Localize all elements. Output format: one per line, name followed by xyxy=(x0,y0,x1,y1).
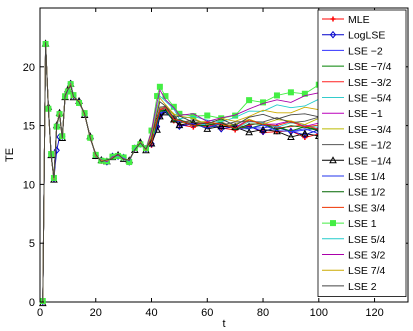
legend-entry: LSE −1 xyxy=(322,108,383,120)
legend-entry: LSE −5/4 xyxy=(322,93,392,105)
legend-label: LSE 2 xyxy=(348,281,377,293)
legend-entry: LogLSE xyxy=(322,30,385,42)
legend-label: LogLSE xyxy=(348,30,385,42)
legend-entry: LSE 5/4 xyxy=(322,234,386,246)
legend-label: LSE −5/4 xyxy=(348,93,392,105)
point-marker xyxy=(175,121,184,129)
x-tick-label: 40 xyxy=(145,307,157,319)
y-tick-label: 5 xyxy=(29,238,35,250)
legend-label: MLE xyxy=(348,14,370,26)
x-tick-label: 80 xyxy=(257,307,269,319)
y-axis-label: TE xyxy=(4,148,16,162)
point-marker xyxy=(301,129,309,137)
legend-entry: LSE 1/4 xyxy=(322,171,386,183)
point-marker xyxy=(301,90,308,97)
legend-entry: LSE −3/2 xyxy=(322,77,392,89)
legend: MLE LogLSE LSE −2 LSE −7/4 LSE −3/2 LSE −5/4 L… xyxy=(317,9,407,298)
x-tick-label: 100 xyxy=(310,307,328,319)
x-tick-label: 60 xyxy=(201,307,213,319)
legend-entry: LSE −3/4 xyxy=(322,124,392,136)
legend-label: LSE −3/2 xyxy=(348,77,392,89)
point-marker xyxy=(330,16,336,22)
legend-label: LSE 3/4 xyxy=(348,202,386,214)
x-tick-label: 120 xyxy=(365,307,383,319)
point-marker xyxy=(218,125,225,133)
legend-entry: LSE 3/2 xyxy=(322,250,386,262)
legend-label: LSE 5/4 xyxy=(348,234,386,246)
legend-box xyxy=(317,9,407,298)
x-tick-label: 20 xyxy=(90,307,102,319)
point-marker xyxy=(287,89,294,96)
legend-entry: MLE xyxy=(322,14,370,26)
x-axis-label: t xyxy=(222,318,225,330)
legend-entry: LSE 2 xyxy=(322,281,377,293)
legend-label: LSE −1/4 xyxy=(348,155,392,167)
point-marker xyxy=(245,128,253,136)
tick-layer: 0 20 40 60 80 100 120 0 5 10 15 20 xyxy=(23,8,408,319)
y-tick-label: 10 xyxy=(23,179,35,191)
point-marker xyxy=(204,112,211,119)
point-marker xyxy=(246,97,253,104)
legend-label: LSE −7/4 xyxy=(348,61,392,73)
y-tick-label: 0 xyxy=(29,297,35,309)
legend-entry: LSE 7/4 xyxy=(322,265,386,277)
legend-label: LSE 3/2 xyxy=(348,250,386,262)
point-marker xyxy=(329,30,337,39)
point-marker xyxy=(259,125,267,133)
point-marker xyxy=(330,220,336,227)
x-tick-label: 0 xyxy=(37,307,43,319)
legend-label: LSE 1/4 xyxy=(348,171,386,183)
legend-label: LSE 1/2 xyxy=(348,187,386,199)
series-17 xyxy=(42,42,319,303)
point-marker xyxy=(156,83,163,90)
legend-entry: LSE −1/4 xyxy=(322,155,392,167)
point-marker xyxy=(203,124,212,132)
point-marker xyxy=(273,92,280,99)
legend-label: LSE −1 xyxy=(348,108,383,120)
legend-entry: LSE 1/2 xyxy=(322,187,386,199)
point-marker xyxy=(217,122,226,130)
point-marker xyxy=(329,156,337,164)
legend-label: LSE 7/4 xyxy=(348,265,386,277)
legend-entry: LSE −7/4 xyxy=(322,61,392,73)
legend-entry: LSE −2 xyxy=(322,45,383,57)
series-line xyxy=(42,42,319,303)
legend-label: LSE 1 xyxy=(348,218,377,230)
y-tick-label: 15 xyxy=(23,121,35,133)
legend-entry: LSE 3/4 xyxy=(322,202,386,214)
point-marker xyxy=(287,132,295,141)
legend-entry: LSE 1 xyxy=(322,218,377,230)
legend-label: LSE −2 xyxy=(348,45,383,57)
y-tick-label: 20 xyxy=(23,62,35,74)
legend-entry: LSE −1/2 xyxy=(322,140,392,152)
legend-label: LSE −1/2 xyxy=(348,140,392,152)
legend-label: LSE −3/4 xyxy=(348,124,392,136)
